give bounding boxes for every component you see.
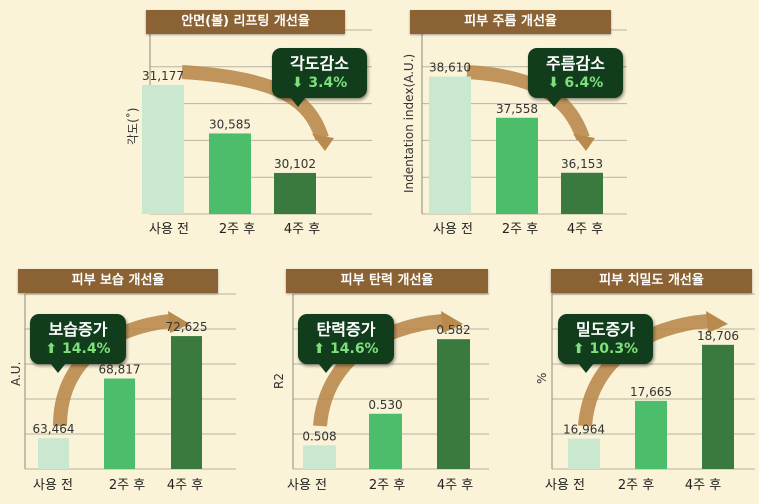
callout-tail — [318, 363, 334, 373]
chart-svg: 16,964 사용 전 17,665 2주 후 18,706 4주 후 — [545, 293, 755, 493]
bar-1 — [568, 438, 600, 469]
bar-1 — [38, 438, 69, 469]
bar-1 — [303, 445, 336, 469]
category-label: 사용 전 — [149, 222, 189, 237]
category-label: 4주 후 — [437, 478, 473, 493]
y-axis-label: % — [535, 372, 549, 384]
bar-3 — [171, 336, 202, 469]
bar-1 — [429, 76, 471, 214]
category-label: 4주 후 — [167, 478, 203, 493]
y-axis-label: A.U. — [9, 361, 23, 386]
callout-tail — [290, 97, 306, 107]
chart-panel-lifting: 31,177 사용 전 30,585 2주 후 30,102 4주 후 안면(볼) 리프팅 … — [110, 0, 375, 240]
value-label: 0.530 — [368, 398, 402, 412]
category-label: 4주 후 — [567, 222, 603, 237]
callout-percent: ⬇ 3.4% — [272, 74, 367, 92]
change-callout: 탄력증가 ⬆ 14.6% — [298, 314, 394, 373]
y-axis-label: 각도(˚) — [126, 107, 140, 145]
y-axis-label: R2 — [272, 373, 286, 389]
value-label: 30,102 — [274, 157, 316, 171]
value-label: 72,625 — [166, 320, 208, 334]
callout-tail — [578, 363, 594, 373]
callout-tail — [546, 97, 562, 107]
value-label: 17,665 — [630, 385, 672, 399]
percent-value: 14.4% — [62, 341, 111, 357]
callout-percent: ⬆ 14.4% — [30, 340, 126, 358]
chart-title: 피부 보습 개선율 — [18, 269, 218, 293]
arrow-down-icon: ⬇ — [291, 75, 309, 91]
bar-2 — [369, 413, 402, 469]
category-label: 사용 전 — [545, 478, 585, 493]
callout-title: 주름감소 — [546, 54, 605, 73]
callout-percent: ⬆ 10.3% — [558, 340, 653, 358]
bar-2 — [635, 400, 667, 469]
category-label: 4주 후 — [284, 222, 320, 237]
value-label: 63,464 — [33, 422, 75, 436]
bar-2 — [209, 133, 251, 214]
value-label: 0.582 — [436, 323, 470, 337]
chart-title: 피부 치밀도 개선율 — [551, 269, 752, 293]
bar-3 — [274, 172, 316, 214]
value-label: 68,817 — [99, 363, 141, 377]
category-label: 2주 후 — [502, 222, 538, 237]
percent-value: 10.3% — [589, 341, 639, 357]
change-callout: 밀도증가 ⬆ 10.3% — [558, 314, 653, 373]
bar-2 — [496, 117, 538, 214]
chart-title: 피부 탄력 개선율 — [286, 269, 488, 293]
bar-3 — [561, 172, 603, 214]
value-label: 36,153 — [561, 157, 603, 171]
callout-title: 각도감소 — [290, 54, 349, 73]
value-label: 0.508 — [302, 429, 336, 443]
chart-svg: 63,464 사용 전 68,817 2주 후 72,625 4주 후 — [24, 293, 236, 493]
category-label: 2주 후 — [369, 478, 405, 493]
chart-panel-wrinkle: 38,610 사용 전 37,558 2주 후 36,153 4주 후 피부 주름 개선율 I… — [395, 0, 660, 240]
chart-title: 피부 주름 개선율 — [410, 10, 611, 34]
callout-title: 탄력증가 — [316, 320, 376, 339]
category-label: 사용 전 — [33, 478, 73, 493]
category-label: 2주 후 — [109, 478, 145, 493]
value-label: 16,964 — [563, 423, 605, 437]
category-label: 사용 전 — [433, 222, 473, 237]
arrow-up-icon: ⬆ — [45, 341, 63, 357]
arrow-down-icon: ⬇ — [547, 75, 565, 91]
value-label: 37,558 — [496, 102, 538, 116]
percent-value: 3.4% — [308, 75, 348, 91]
chart-panel-elasticity: 0.508 사용 전 0.530 2주 후 0.582 4주 후 피부 탄력 개선율 R2 탄력… — [265, 266, 490, 504]
category-label: 4주 후 — [685, 478, 721, 493]
bar-1 — [142, 85, 184, 215]
value-label: 18,706 — [697, 329, 739, 343]
change-callout: 보습증가 ⬆ 14.4% — [30, 314, 126, 373]
callout-percent: ⬆ 14.6% — [298, 340, 394, 358]
change-callout: 각도감소 ⬇ 3.4% — [272, 48, 367, 107]
chart-title: 안면(볼) 리프팅 개선율 — [146, 10, 345, 34]
arrow-up-icon: ⬆ — [572, 341, 590, 357]
value-label: 31,177 — [142, 69, 184, 83]
chart-panel-moisture: 63,464 사용 전 68,817 2주 후 72,625 4주 후 피부 보습 개선율 A… — [0, 266, 240, 504]
percent-value: 14.6% — [330, 341, 379, 357]
chart-panel-density: 16,964 사용 전 17,665 2주 후 18,706 4주 후 피부 치밀도 개선율… — [530, 266, 759, 504]
value-label: 38,610 — [429, 61, 471, 75]
chart-svg: 31,177 사용 전 30,585 2주 후 30,102 4주 후 — [142, 29, 372, 237]
callout-title: 밀도증가 — [576, 320, 635, 339]
bar-2 — [104, 378, 135, 469]
y-axis-label: Indentation index(A.U.) — [402, 53, 416, 193]
percent-value: 6.4% — [564, 75, 604, 91]
category-label: 사용 전 — [287, 478, 327, 493]
bar-3 — [702, 344, 734, 469]
chart-svg: 0.508 사용 전 0.530 2주 후 0.582 4주 후 — [287, 293, 489, 493]
callout-tail — [50, 363, 66, 373]
value-label: 30,585 — [209, 117, 251, 131]
bar-3 — [437, 339, 470, 469]
category-label: 2주 후 — [219, 222, 255, 237]
arrow-up-icon: ⬆ — [313, 341, 331, 357]
category-label: 2주 후 — [618, 478, 654, 493]
callout-title: 보습증가 — [48, 320, 108, 339]
callout-percent: ⬇ 6.4% — [528, 74, 623, 92]
change-callout: 주름감소 ⬇ 6.4% — [528, 48, 623, 107]
chart-svg: 38,610 사용 전 37,558 2주 후 36,153 4주 후 — [421, 29, 627, 237]
